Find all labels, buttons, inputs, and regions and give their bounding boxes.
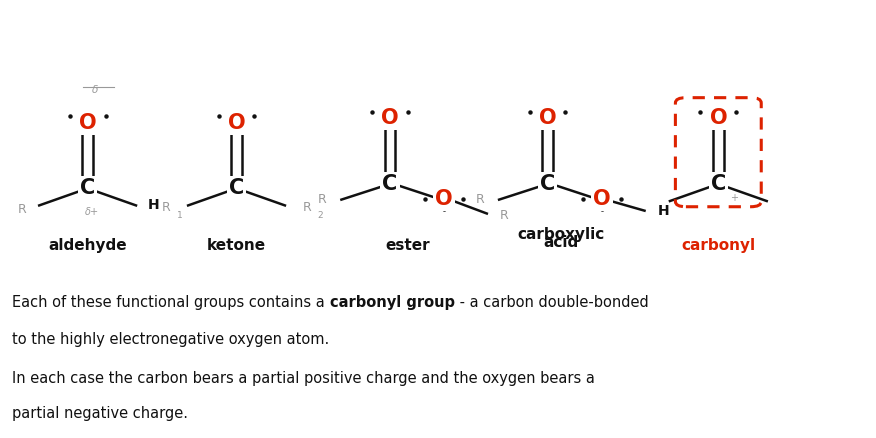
Text: R: R	[500, 209, 509, 222]
Text: O: O	[381, 108, 399, 128]
Text: C: C	[229, 178, 244, 198]
Text: aldehyde: aldehyde	[48, 238, 127, 253]
Text: Each of these functional groups contains a: Each of these functional groups contains…	[12, 295, 329, 310]
Text: carbonyl group: carbonyl group	[329, 295, 455, 310]
Text: R: R	[162, 201, 171, 214]
Text: C: C	[710, 174, 726, 194]
Text: δ⁻: δ⁻	[92, 85, 104, 95]
Text: carbonyl: carbonyl	[682, 238, 755, 253]
Text: ketone: ketone	[207, 238, 266, 253]
Text: O: O	[593, 189, 611, 209]
Text: +: +	[730, 193, 738, 203]
Text: - a carbon double-bonded: - a carbon double-bonded	[455, 295, 648, 310]
Text: O: O	[710, 108, 727, 128]
Text: R: R	[318, 193, 327, 206]
Text: O: O	[228, 113, 245, 133]
Text: O: O	[539, 108, 556, 128]
Text: δ+: δ+	[85, 208, 99, 217]
Text: O: O	[79, 113, 96, 133]
Text: to the highly electronegative oxygen atom.: to the highly electronegative oxygen ato…	[12, 332, 329, 347]
Text: O: O	[435, 189, 453, 209]
Text: C: C	[540, 174, 555, 194]
Text: R: R	[18, 203, 26, 216]
Text: H: H	[148, 198, 159, 212]
Text: In each case the carbon bears a partial positive charge and the oxygen bears a: In each case the carbon bears a partial …	[12, 371, 595, 386]
Text: carboxylic: carboxylic	[517, 227, 604, 242]
Text: H: H	[658, 204, 669, 218]
Text: C: C	[80, 178, 95, 198]
Text: C: C	[382, 174, 398, 194]
Text: 2: 2	[317, 211, 322, 219]
Text: 1: 1	[177, 211, 183, 219]
Text: ester: ester	[385, 238, 429, 253]
Text: R: R	[476, 193, 484, 206]
Text: partial negative charge.: partial negative charge.	[12, 406, 188, 421]
Text: acid: acid	[543, 235, 578, 250]
Text: R: R	[302, 201, 311, 214]
